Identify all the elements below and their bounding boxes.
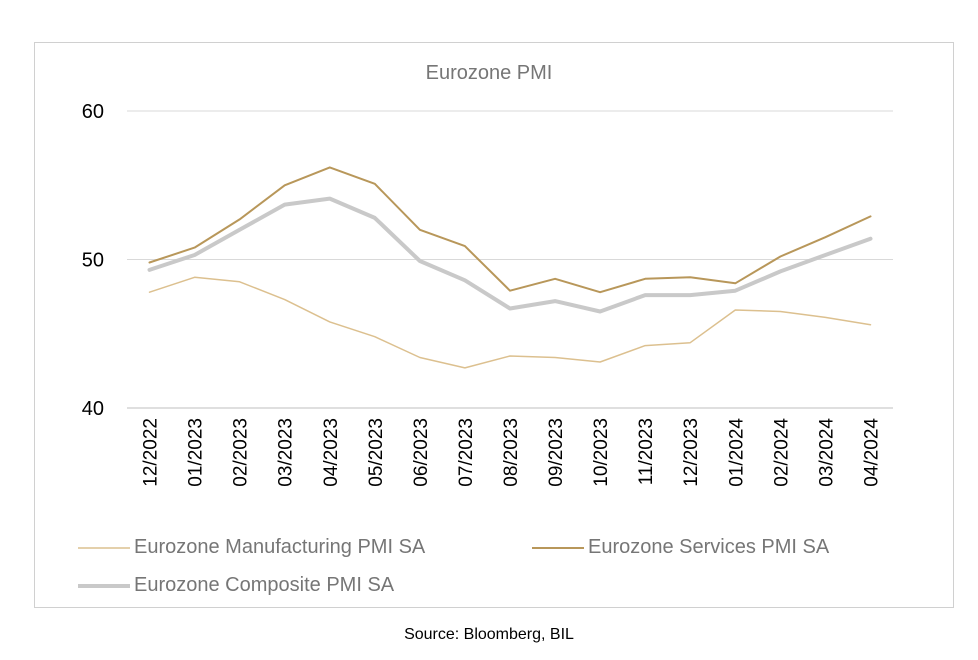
legend-label-composite: Eurozone Composite PMI SA (134, 574, 395, 597)
x-tick-label: 12/2023 (681, 418, 702, 487)
x-tick-label: 02/2024 (771, 418, 792, 487)
x-tick-label: 08/2023 (501, 418, 522, 487)
source-note: Source: Bloomberg, BIL (404, 626, 574, 643)
x-tick-label: 07/2023 (456, 418, 477, 487)
x-tick-label: 10/2023 (591, 418, 612, 487)
legend-item-manufacturing: Eurozone Manufacturing PMI SA (78, 536, 425, 559)
x-tick-label: 03/2024 (816, 418, 837, 487)
legend-item-composite: Eurozone Composite PMI SA (78, 574, 394, 597)
x-tick-label: 12/2022 (141, 418, 162, 487)
chart-frame (34, 42, 954, 608)
x-tick-label: 06/2023 (411, 418, 432, 487)
x-tick-label: 01/2024 (726, 418, 747, 487)
series-line-manufacturing (148, 276, 872, 369)
legend-swatch-composite (78, 583, 130, 588)
series-line-services (148, 166, 872, 294)
y-tick-label: 40 (82, 398, 104, 420)
x-tick-label: 01/2023 (186, 418, 207, 487)
x-tick-label: 03/2023 (276, 418, 297, 487)
x-tick-label: 02/2023 (231, 418, 252, 487)
y-tick-label: 50 (82, 250, 104, 272)
x-tick-label: 04/2024 (861, 418, 882, 487)
x-tick-label: 05/2023 (366, 418, 387, 487)
chart-title: Eurozone PMI (425, 62, 553, 84)
legend-swatch-services (532, 546, 584, 549)
legend-swatch-manufacturing (78, 546, 130, 549)
y-tick-label: 60 (82, 101, 104, 123)
x-tick-label: 09/2023 (546, 418, 567, 487)
legend-label-manufacturing: Eurozone Manufacturing PMI SA (134, 536, 426, 559)
series-line-composite (147, 196, 873, 314)
legend-label-services: Eurozone Services PMI SA (588, 536, 830, 559)
legend-item-services: Eurozone Services PMI SA (532, 536, 829, 559)
x-tick-label: 11/2023 (636, 418, 657, 485)
x-tick-label: 04/2023 (321, 418, 342, 487)
